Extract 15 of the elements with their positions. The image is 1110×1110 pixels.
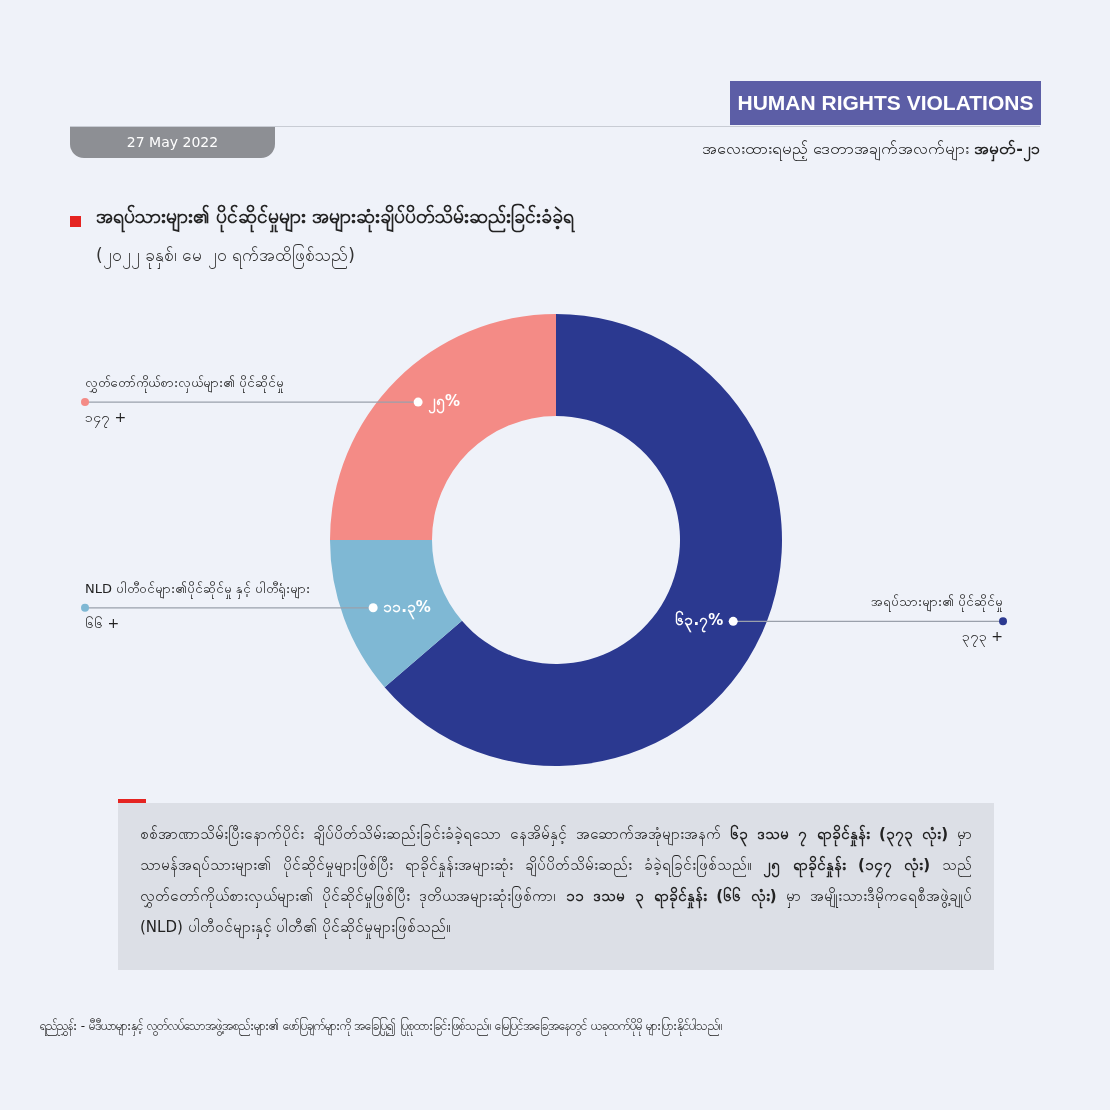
- slice-label: NLD ပါတီဝင်များ၏ပိုင်ဆိုင်မှု နှင့် ပါတီရုံးများ: [85, 579, 311, 599]
- chart-title: အရပ်သားများ၏ ပိုင်ဆိုင်မှုများ အများဆုံးချိပ်ပိတ်သိမ်းဆည်းခြင်းခံခဲ့ရ: [96, 204, 575, 232]
- slice-label: လွှတ်တော်ကိုယ်စားလှယ်များ၏ ပိုင်ဆိုင်မှု: [85, 374, 285, 394]
- data-label: ၆၃.၇%: [675, 610, 724, 633]
- text: ၆၆ +: [85, 613, 120, 633]
- text: ၁၄၇ +: [85, 408, 127, 430]
- text: 27 May 2022: [70, 127, 275, 158]
- text: အလေးထားရမည့် ဒေတာအချက်အလက်များ အမှတ်-၂၁: [702, 138, 1040, 162]
- chart-subtitle: (၂၀၂၂ ခုနှစ်၊ မေ ၂၀ ရက်အထိဖြစ်သည်): [96, 244, 355, 269]
- data-label: ၂၅%: [428, 391, 461, 414]
- text: ရည်ညွှန်း - မီဒီယာများနှင့် လွတ်လပ်သောအဖွဲ့အစည်းများ၏ ဖော်ပြချက်များကို အခြေပြု၍ ပြုစုထားခြင်းဖြစ်သည်။ မြေပြင်အခြေအနေတွင် ယခုထက်ပိုမို များပြားနိုင်ပါသည်။: [40, 1018, 722, 1036]
- data-label: ၁၁.၃%: [383, 596, 431, 619]
- slice-label: အရပ်သားများ၏ ပိုင်ဆိုင်မှု: [870, 593, 1003, 613]
- text: HUMAN RIGHTS VIOLATIONS: [730, 81, 1041, 125]
- text: ၃၇၃ +: [961, 627, 1003, 649]
